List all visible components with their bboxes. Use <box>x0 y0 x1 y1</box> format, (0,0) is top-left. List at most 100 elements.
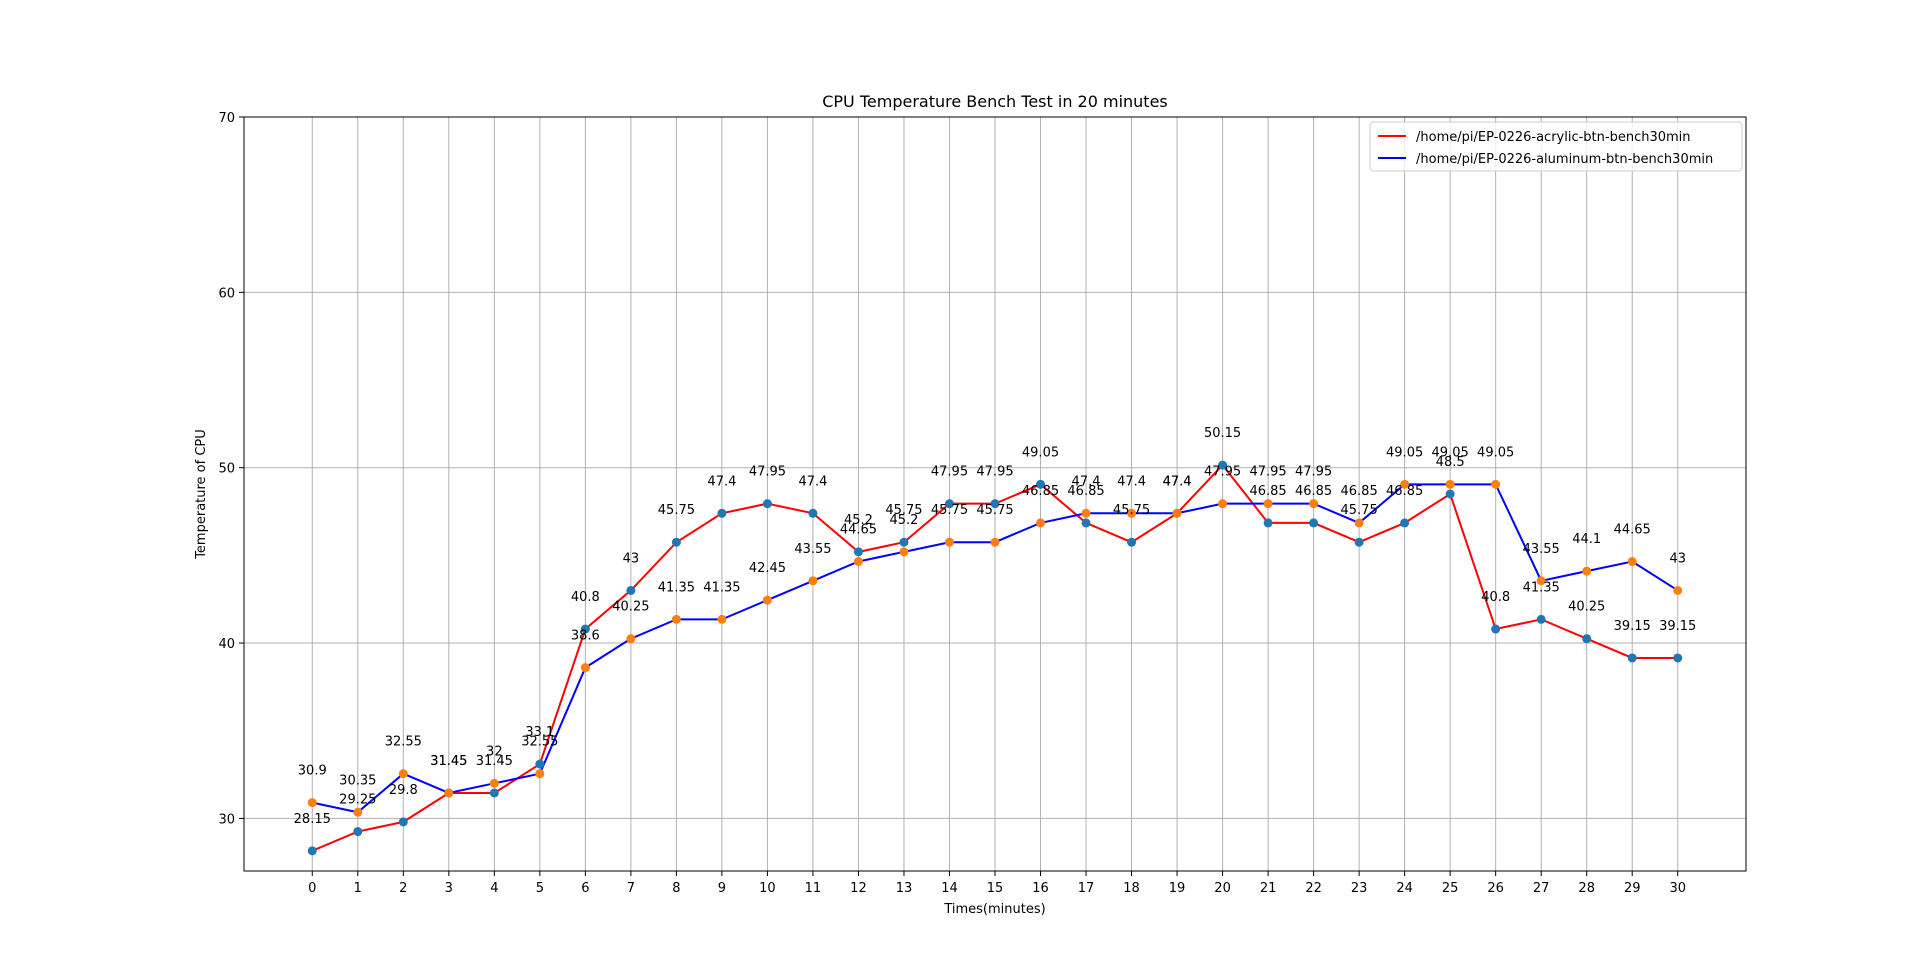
data-point <box>990 499 1000 509</box>
data-label: 29.25 <box>339 793 376 808</box>
data-point <box>1127 537 1137 547</box>
x-tick-label: 8 <box>672 881 680 896</box>
data-point <box>1036 518 1046 528</box>
data-markers <box>307 460 1683 856</box>
x-tick-label: 21 <box>1260 881 1277 896</box>
x-tick-label: 22 <box>1305 881 1322 896</box>
data-point <box>307 846 317 856</box>
y-tick-label: 70 <box>218 111 235 126</box>
data-point <box>1218 499 1228 509</box>
data-point <box>398 769 408 779</box>
data-label: 40.25 <box>1568 600 1605 615</box>
data-label: 40.8 <box>571 590 600 605</box>
data-label: 48.5 <box>1436 455 1465 470</box>
chart-title: CPU Temperature Bench Test in 20 minutes <box>822 92 1168 111</box>
data-point <box>1536 576 1546 586</box>
data-label: 31.45 <box>476 754 513 769</box>
data-label: 46.85 <box>1067 484 1104 499</box>
data-point <box>489 788 499 798</box>
x-tick-label: 17 <box>1078 881 1095 896</box>
data-point <box>580 624 590 634</box>
data-point <box>944 537 954 547</box>
data-label: 45.2 <box>844 513 873 528</box>
data-label: 43.55 <box>1523 542 1560 557</box>
x-tick-label: 26 <box>1487 881 1504 896</box>
data-label: 45.75 <box>885 503 922 518</box>
x-axis-label: Times(minutes) <box>943 902 1045 917</box>
data-label: 47.4 <box>1117 474 1146 489</box>
y-tick-label: 40 <box>218 637 235 652</box>
x-tick-label: 13 <box>896 881 913 896</box>
data-label: 45.2 <box>889 513 918 528</box>
data-point <box>1309 499 1319 509</box>
data-label: 40.8 <box>1481 590 1510 605</box>
x-tick-label: 19 <box>1169 881 1186 896</box>
x-tick-label: 24 <box>1396 881 1413 896</box>
data-point <box>1081 508 1091 518</box>
data-point <box>1536 614 1546 624</box>
data-point <box>398 817 408 827</box>
axis-ticks: 0 1 2 3 4 5 6 7 8 9 10 11 12 13 14 15 16 17 18 19 20 21 22 23 24… <box>218 111 1686 896</box>
data-label: 43.55 <box>794 542 831 557</box>
data-label: 49.05 <box>1477 445 1514 460</box>
data-point <box>1218 460 1228 470</box>
x-tick-label: 16 <box>1032 881 1049 896</box>
x-tick-label: 29 <box>1624 881 1641 896</box>
data-point <box>1263 518 1273 528</box>
x-tick-label: 18 <box>1123 881 1140 896</box>
data-point <box>626 585 636 595</box>
data-point <box>808 576 818 586</box>
data-label: 45.75 <box>976 503 1013 518</box>
data-label: 47.95 <box>931 465 968 480</box>
x-tick-label: 10 <box>759 881 776 896</box>
data-point <box>444 788 454 798</box>
data-point <box>899 547 909 557</box>
data-label: 47.95 <box>1204 465 1241 480</box>
data-point <box>307 798 317 808</box>
data-label: 50.15 <box>1204 426 1241 441</box>
data-point <box>1491 479 1501 489</box>
data-label: 49.05 <box>1432 445 1469 460</box>
data-point <box>1081 518 1091 528</box>
data-point <box>1354 537 1364 547</box>
data-label: 30.35 <box>339 773 376 788</box>
data-label: 47.4 <box>798 474 827 489</box>
data-label: 41.35 <box>703 580 740 595</box>
data-label: 46.85 <box>1295 484 1332 499</box>
data-point <box>1400 518 1410 528</box>
y-axis-label: Temperature of CPU <box>194 429 209 560</box>
data-point <box>353 807 363 817</box>
x-tick-label: 3 <box>445 881 453 896</box>
data-point <box>535 759 545 769</box>
data-label: 39.15 <box>1659 619 1696 634</box>
legend-label: /home/pi/EP-0226-aluminum-btn-bench30min <box>1416 152 1713 167</box>
data-point <box>580 663 590 673</box>
data-label: 30.9 <box>298 764 327 779</box>
data-point <box>853 557 863 567</box>
data-point <box>535 769 545 779</box>
data-label: 38.6 <box>571 629 600 644</box>
data-label: 43 <box>623 551 640 566</box>
x-tick-label: 11 <box>805 881 822 896</box>
data-label: 46.85 <box>1022 484 1059 499</box>
data-point <box>671 537 681 547</box>
x-tick-label: 6 <box>581 881 589 896</box>
data-label: 33.1 <box>525 725 554 740</box>
x-tick-label: 2 <box>399 881 407 896</box>
x-tick-label: 1 <box>354 881 362 896</box>
data-label: 32 <box>486 744 503 759</box>
y-tick-label: 60 <box>218 286 235 301</box>
data-point <box>990 537 1000 547</box>
data-point <box>944 499 954 509</box>
legend-label: /home/pi/EP-0226-acrylic-btn-bench30min <box>1416 130 1691 145</box>
data-label: 42.45 <box>749 561 786 576</box>
grid <box>244 116 1746 871</box>
data-label: 28.15 <box>294 812 331 827</box>
y-tick-label: 50 <box>218 462 235 477</box>
data-point <box>853 547 863 557</box>
data-label: 41.35 <box>1523 580 1560 595</box>
x-tick-label: 4 <box>490 881 498 896</box>
data-point <box>1400 479 1410 489</box>
